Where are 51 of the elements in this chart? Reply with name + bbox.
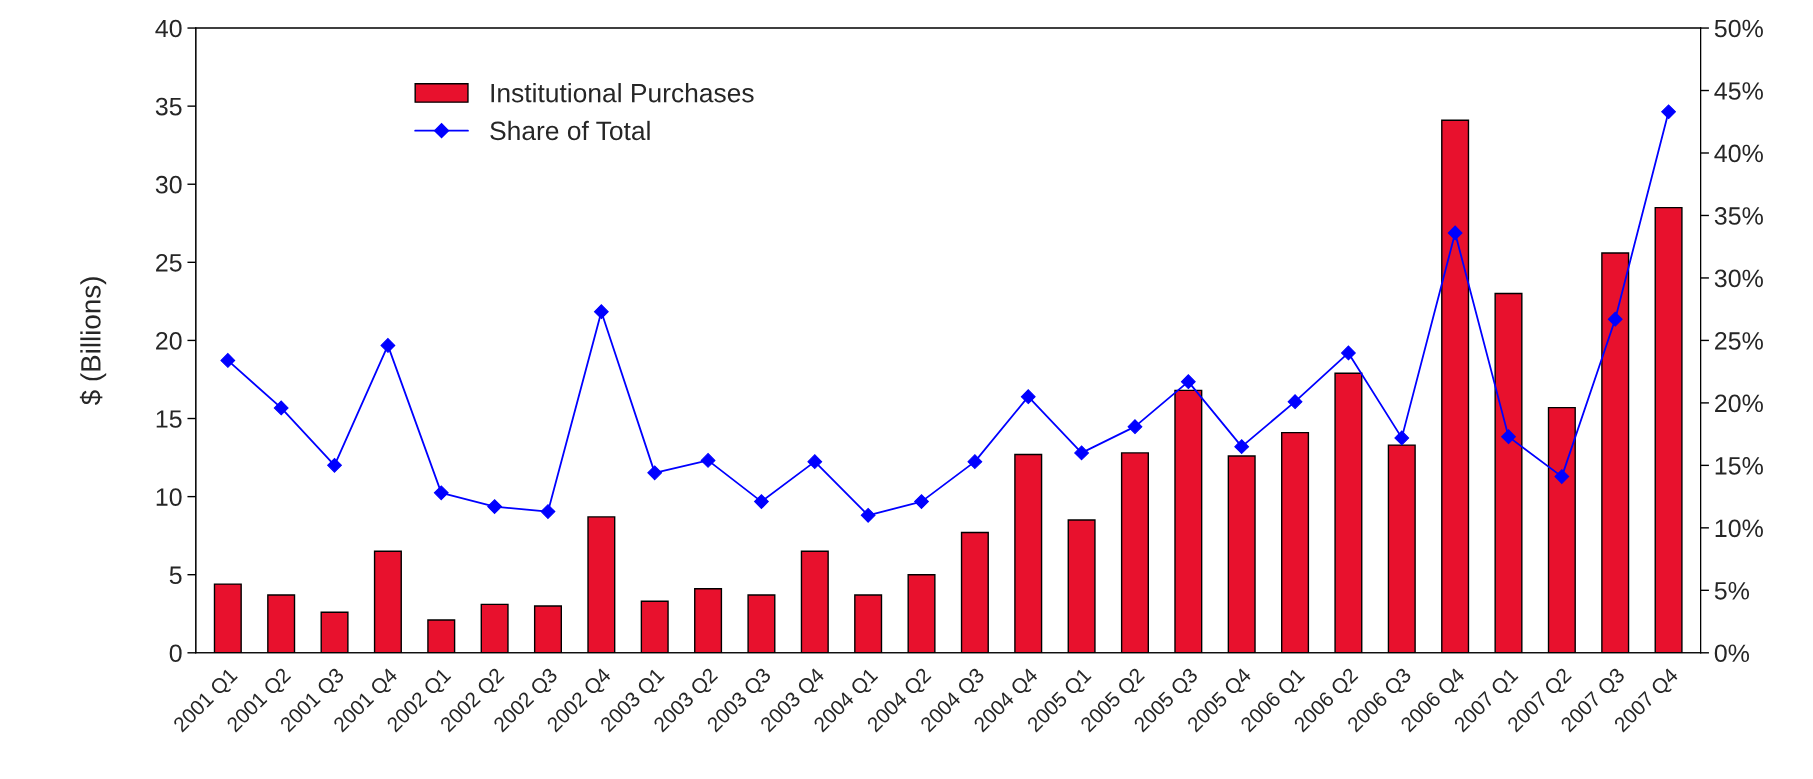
point — [914, 494, 929, 510]
point — [1447, 225, 1463, 241]
y2-tick-label: 15% — [1715, 457, 1763, 475]
y2-tick-label: 35% — [1714, 207, 1763, 225]
y2-tick-label: 45% — [1714, 82, 1763, 100]
point — [1234, 439, 1250, 455]
point — [1127, 419, 1143, 435]
point — [220, 353, 236, 368]
y2-tick-label: 40% — [1714, 144, 1763, 163]
point — [1341, 345, 1356, 361]
point — [1607, 311, 1623, 327]
y2-tick-label: 20% — [1715, 394, 1763, 413]
point — [380, 338, 396, 353]
point — [433, 485, 449, 501]
legend-label: Share of Total — [490, 120, 650, 141]
point — [754, 494, 769, 510]
y-tick-label: 25 — [156, 253, 182, 272]
point — [593, 304, 609, 320]
y-tick-label: 15 — [156, 410, 182, 428]
y2-tick-label: 0% — [1714, 644, 1750, 663]
y2-tick-label: 30% — [1714, 269, 1763, 288]
y-tick-label: 20 — [156, 332, 182, 350]
y-tick-label: 35 — [155, 97, 182, 116]
y2-tick-label: 25% — [1715, 332, 1763, 350]
y2-tick-label: 5% — [1714, 582, 1750, 600]
point — [967, 454, 983, 470]
point — [273, 400, 289, 416]
y-axis-title: $ (Billions) — [79, 277, 107, 405]
legend-label: Institutional Purchases — [491, 83, 754, 103]
y-tick-label: 10 — [156, 488, 182, 506]
point — [1020, 389, 1036, 405]
point — [1287, 394, 1303, 410]
y-tick-label: 30 — [155, 175, 182, 194]
y-tick-label: 40 — [155, 19, 182, 38]
y-tick-label: 5 — [169, 566, 182, 585]
point — [647, 465, 663, 481]
y2-tick-label: 50% — [1714, 19, 1763, 38]
point — [1661, 104, 1676, 120]
point — [807, 454, 823, 470]
point — [700, 452, 716, 468]
point — [860, 507, 876, 523]
point — [540, 504, 556, 519]
point — [1501, 429, 1516, 445]
point — [1074, 445, 1089, 461]
point — [327, 457, 342, 473]
point — [1394, 430, 1410, 446]
point — [1180, 374, 1196, 390]
point — [487, 499, 503, 514]
y-tick-label: 0 — [169, 644, 182, 663]
y2-tick-label: 10% — [1715, 519, 1763, 538]
point — [1554, 469, 1570, 485]
